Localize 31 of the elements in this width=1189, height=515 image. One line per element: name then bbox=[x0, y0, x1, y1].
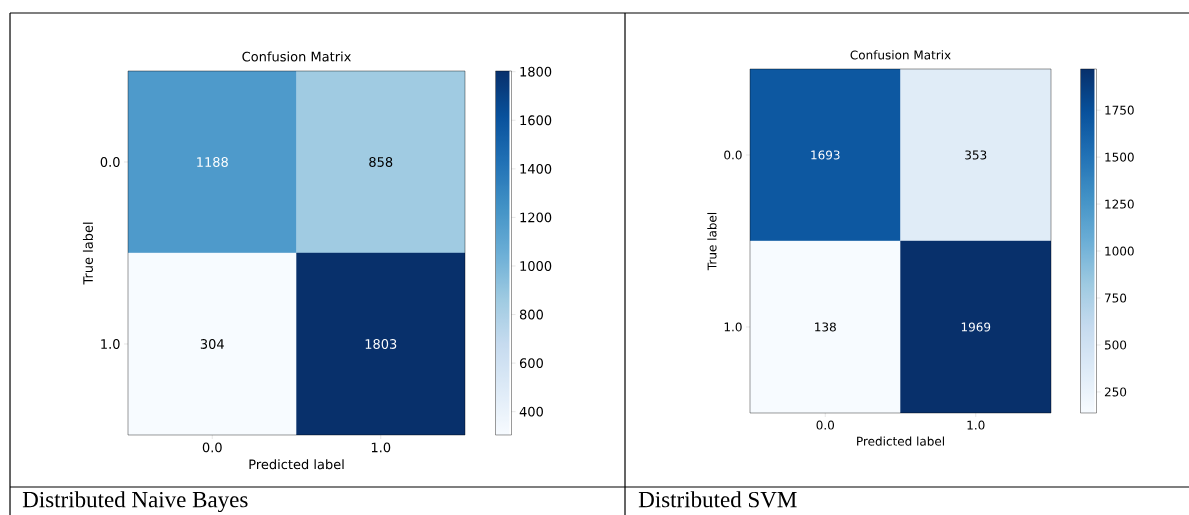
color-bar-label: 400 bbox=[519, 406, 543, 417]
color-bar-label: 800 bbox=[519, 309, 543, 320]
x-axis-title: Predicted label bbox=[857, 436, 944, 446]
color-bar-label: 750 bbox=[1105, 293, 1127, 303]
data-label: 1803 bbox=[365, 339, 397, 349]
chart-title: Confusion Matrix bbox=[850, 50, 951, 60]
data-label: 353 bbox=[965, 150, 987, 160]
color-bar-label: 1200 bbox=[520, 212, 552, 223]
color-bar-label: 1000 bbox=[520, 261, 552, 271]
data-label: 1188 bbox=[197, 157, 228, 167]
color-bar-label: 1400 bbox=[520, 163, 552, 174]
text: Distributed SVM bbox=[638, 491, 797, 508]
text: Distributed Naive Bayes bbox=[22, 491, 248, 513]
color-bar-label: 1600 bbox=[520, 115, 552, 126]
data-label: 304 bbox=[200, 339, 224, 349]
color-bar-label: 1800 bbox=[520, 66, 552, 77]
color-bar-label: 250 bbox=[1104, 387, 1127, 397]
data-label: 1693 bbox=[811, 150, 840, 160]
data-label: 858 bbox=[369, 157, 393, 167]
y-axis-title: True label bbox=[707, 212, 717, 271]
color-bar-label: 600 bbox=[519, 358, 543, 369]
color-bar-label: 1750 bbox=[1105, 105, 1134, 115]
color-bar-label: 500 bbox=[1104, 340, 1127, 350]
data-label: 1969 bbox=[961, 322, 991, 332]
chart-title: Confusion Matrix bbox=[242, 51, 351, 62]
data-label: 138 bbox=[815, 322, 836, 332]
x-axis-title: Predicted label bbox=[249, 459, 344, 470]
color-bar-label: 1250 bbox=[1105, 199, 1134, 209]
y-axis-title: True label bbox=[82, 222, 93, 285]
color-bar-label: 1000 bbox=[1105, 246, 1134, 256]
color-bar-label: 1500 bbox=[1105, 152, 1134, 162]
